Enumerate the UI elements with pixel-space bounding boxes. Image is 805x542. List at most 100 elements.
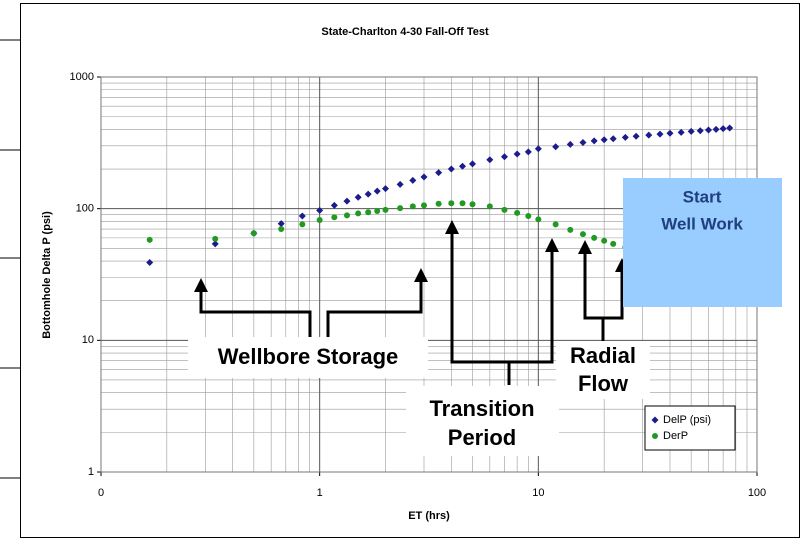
point [355,210,362,217]
point [524,148,532,156]
point [567,226,574,233]
annotation: Radial Flow [556,341,650,399]
point [552,143,560,151]
annotation-text: Start [683,187,722,206]
x-axis-title: ET (hrs) [408,510,450,522]
point [298,212,306,220]
point [374,208,381,215]
x-tick-label: 0 [98,487,104,499]
point [610,240,617,247]
point [500,153,508,161]
point [343,197,351,205]
x-tick-label: 10 [532,487,544,499]
point [609,135,617,143]
point [316,217,323,224]
point [513,150,521,158]
y-tick-label: 10 [82,334,94,346]
point [373,187,381,195]
y-tick-label: 1000 [70,71,94,83]
point [435,169,443,177]
point [382,206,389,213]
annotation-text: Wellbore Storage [218,344,399,369]
point [343,212,350,219]
point [566,140,574,148]
x-tick-label: 1 [317,487,323,499]
point [534,145,542,153]
point [397,205,404,212]
point [459,162,467,170]
point [632,132,640,140]
point [469,160,477,168]
annotation-text: Flow [578,371,629,396]
page-edge [0,39,20,479]
point [420,202,427,209]
point [590,137,598,145]
point [501,206,508,213]
point [696,127,704,135]
point [645,131,653,139]
legend-marker [651,416,659,424]
point [656,130,664,138]
point [316,206,324,214]
legend-marker [652,433,658,439]
annotation: Start Well Work [623,178,782,307]
annotation-text: Transition [429,396,534,421]
point [579,231,586,238]
x-tick-label: 100 [748,487,766,499]
point [277,220,285,228]
point [250,230,257,237]
legend-label: DelP (psi) [663,414,711,426]
point [146,259,154,267]
point [354,193,362,201]
annotation-text: Radial [570,343,636,368]
point [469,201,476,208]
legend-label: DerP [663,430,688,442]
legend-box [644,405,736,451]
point [409,176,417,184]
point [704,126,712,134]
legend: DelP (psi) DerP [644,405,736,451]
point [447,165,455,173]
chart-title: State-Charlton 4-30 Fall-Off Test [321,26,489,38]
annotation-text: Well Work [661,214,743,233]
point [486,203,493,210]
point [712,125,720,133]
annotation-text: Period [448,425,516,450]
y-axis-title: Bottomhole Delta P (psi) [41,211,53,339]
point [579,139,587,147]
point [212,235,219,242]
point [687,127,695,135]
point [459,200,466,207]
point [486,156,494,164]
y-tick-label: 1 [88,466,94,478]
point [677,128,685,136]
point [211,240,219,248]
point [435,200,442,207]
point [409,203,416,210]
point [552,221,559,228]
point [621,133,629,141]
y-tick-label: 100 [76,203,94,215]
annotation: Transition Period [406,386,559,456]
point [364,190,372,198]
point [601,237,608,244]
point [535,216,542,223]
point [365,209,372,216]
point [330,201,338,209]
point [299,221,306,228]
point [525,212,532,219]
point [420,173,428,181]
annotation: Wellbore Storage [188,337,428,378]
point [666,129,674,137]
point [331,214,338,221]
point [278,226,285,233]
point [448,200,455,207]
point [600,136,608,144]
point [146,236,153,243]
point [396,180,404,188]
point [381,185,389,193]
point [719,125,727,133]
point [726,124,734,132]
annotation-arrows [194,220,629,385]
